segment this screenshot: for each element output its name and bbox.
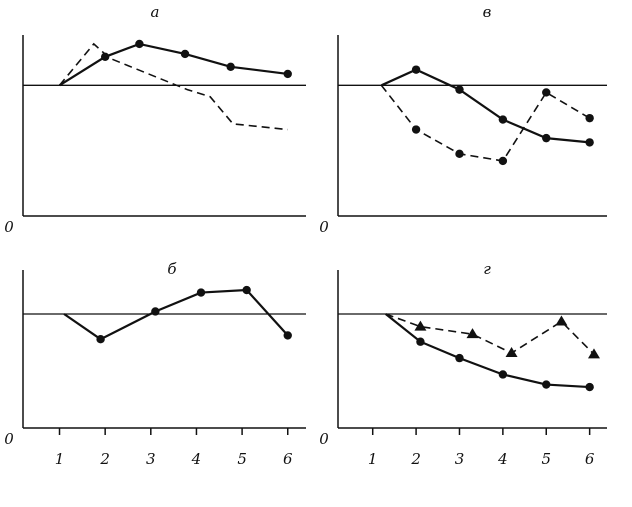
series-line [63,288,289,341]
x-tick-label: 2 [410,450,421,468]
point [542,88,551,97]
point [414,320,427,331]
point [96,335,105,344]
x-tick-label: 2 [99,450,110,468]
x-tick-label: 1 [368,450,378,468]
series-line [385,313,590,389]
point [555,315,568,326]
x-tick-label: 6 [585,450,595,468]
y-tick-label: 0 [319,430,329,448]
point [455,149,464,159]
point [100,52,110,61]
point [498,115,508,124]
point [585,382,594,392]
series-line [58,42,288,87]
point [151,307,160,316]
y-tick-label: 0 [319,218,329,236]
point [505,347,518,358]
panel-title: б [167,260,177,278]
x-tick-label: 5 [541,450,551,468]
x-tick-label: 5 [237,450,247,468]
point [587,348,600,359]
point [585,113,594,123]
x-tick-label: 6 [283,450,293,468]
point [498,156,508,166]
point [411,125,421,134]
point [585,138,594,147]
y-tick-label: 0 [4,430,14,448]
panel-title: а [151,3,160,21]
y-tick-label: 0 [4,218,14,236]
series-line [380,84,591,162]
point [135,39,144,49]
point [466,328,479,339]
point [283,331,292,340]
series-line [58,42,288,131]
point [542,133,551,143]
point [542,380,551,389]
point [242,285,251,295]
point [455,85,464,94]
panel-title: г [483,260,491,278]
point [226,62,235,71]
point [283,69,292,79]
x-tick-label: 4 [497,450,508,468]
panel-title: в [483,3,492,21]
point [416,337,425,346]
x-tick-label: 3 [146,450,156,468]
point [180,49,190,59]
point [411,65,421,74]
x-tick-label: 1 [55,450,65,468]
point [196,288,206,297]
x-tick-label: 3 [455,450,465,468]
series-line [385,313,595,355]
point [455,353,464,363]
x-tick-label: 4 [191,450,202,468]
point [498,370,508,379]
series-line [380,68,590,144]
